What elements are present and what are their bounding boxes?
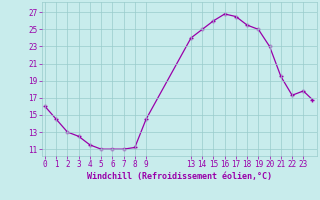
X-axis label: Windchill (Refroidissement éolien,°C): Windchill (Refroidissement éolien,°C) <box>87 172 272 181</box>
